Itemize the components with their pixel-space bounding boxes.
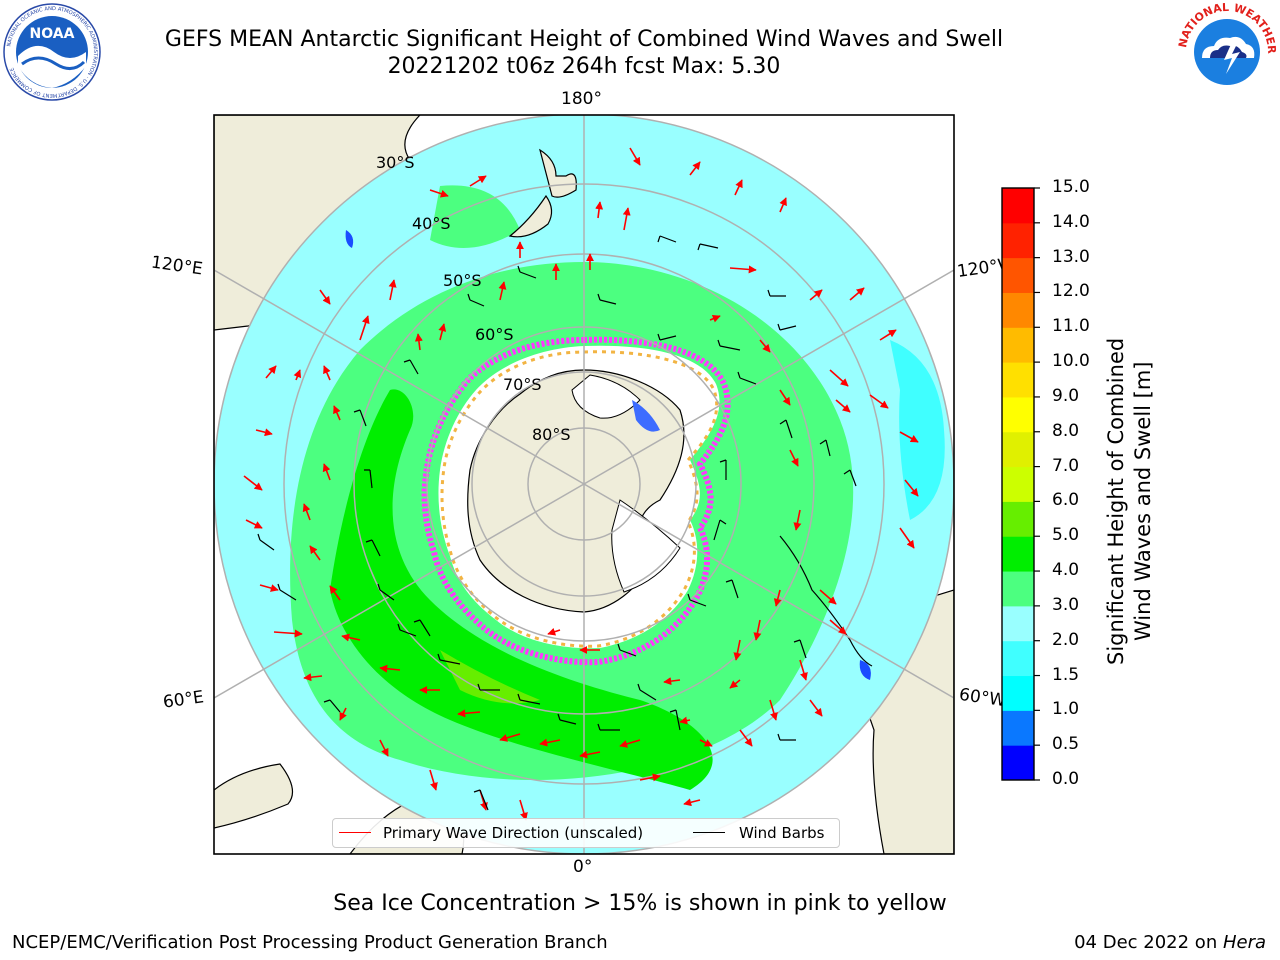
colorbar <box>1001 187 1040 781</box>
chart-title: GEFS MEAN Antarctic Significant Height o… <box>164 27 1004 52</box>
wave-direction-legend-line <box>339 832 371 833</box>
footer-credit: NCEP/EMC/Verification Post Processing Pr… <box>12 932 608 953</box>
colorbar-segment <box>1002 640 1034 677</box>
wave-direction-legend-label: Primary Wave Direction (unscaled) <box>383 824 644 842</box>
colorbar-tick-label: 9.0 <box>1052 385 1080 406</box>
colorbar-tick-label: 7.0 <box>1052 455 1080 476</box>
colorbar-tick-label: 11.0 <box>1052 316 1090 337</box>
colorbar-tick-label: 4.0 <box>1052 560 1080 581</box>
colorbar-tick-label: 10.0 <box>1052 351 1090 372</box>
colorbar-tick-label: 14.0 <box>1052 211 1090 232</box>
sea-ice-note: Sea Ice Concentration > 15% is shown in … <box>333 891 947 916</box>
colorbar-segment <box>1002 222 1034 259</box>
colorbar-tick-label: 6.0 <box>1052 490 1080 511</box>
colorbar-tick-label: 1.0 <box>1052 699 1080 720</box>
colorbar-tick-label: 15.0 <box>1052 177 1090 197</box>
wind-barbs <box>257 235 857 811</box>
noaa-logo-icon: NOAA NATIONAL OCEANIC AND ATMOSPHERIC AD… <box>3 3 101 101</box>
wind-barbs-legend-label: Wind Barbs <box>739 824 825 842</box>
colorbar-tick-label: 13.0 <box>1052 246 1090 267</box>
south-america <box>779 535 873 667</box>
colorbar-tick-label: 0.0 <box>1052 769 1080 789</box>
noaa-logo-text: NOAA <box>30 26 75 42</box>
footer-date: 04 Dec 2022 on Hera <box>1074 932 1266 953</box>
chart-subtitle: 20221202 t06z 264h fcst Max: 5.30 <box>387 54 781 79</box>
colorbar-segment <box>1002 327 1034 363</box>
colorbar-tick-label: 1.5 <box>1052 664 1080 685</box>
colorbar-tick-label: 8.0 <box>1052 420 1080 441</box>
colorbar-segment <box>1002 292 1034 328</box>
colorbar-segment <box>1002 466 1034 502</box>
map-legend: Primary Wave Direction (unscaled) Wind B… <box>332 818 840 848</box>
colorbar-segment <box>1002 710 1034 746</box>
hs-band-2m-east <box>890 340 945 520</box>
colorbar-tick-label: 3.0 <box>1052 594 1080 615</box>
colorbar-segment <box>1002 396 1034 433</box>
lon-label-0: 0° <box>573 857 593 877</box>
nws-logo-icon: NATIONAL WEATHER SERVICE <box>1176 2 1278 100</box>
colorbar-label-line2: Wind Waves and Swell [m] <box>1131 361 1155 641</box>
lon-label-180: 180° <box>561 89 602 109</box>
sea-ice-edge <box>421 336 731 666</box>
lat-label-70s: 70°S <box>503 375 542 394</box>
footer-date-text: 04 Dec 2022 on <box>1074 932 1223 953</box>
colorbar-tick-label: 0.5 <box>1052 734 1080 755</box>
map-frame <box>213 114 955 855</box>
lat-label-60s: 60°S <box>475 325 514 344</box>
lat-label-80s: 80°S <box>532 425 571 444</box>
colorbar-segment <box>1002 362 1034 398</box>
colorbar-label-line1: Significant Height of Combined <box>1104 337 1128 665</box>
wave-direction-arrows <box>243 147 919 821</box>
hs-band-5m <box>440 650 540 704</box>
colorbar-segment <box>1002 431 1034 468</box>
graticule <box>214 115 954 854</box>
colorbar-segment <box>1002 501 1034 537</box>
wind-barbs-legend-line <box>693 832 725 833</box>
colorbar-segment <box>1002 571 1034 607</box>
new-zealand <box>508 148 577 238</box>
colorbar-segment <box>1002 188 1034 224</box>
colorbar-tick-label: 12.0 <box>1052 281 1090 302</box>
hs-band-3m-north <box>430 185 520 248</box>
lat-label-50s: 50°S <box>443 271 482 290</box>
lat-label-30s: 30°S <box>376 153 415 172</box>
footer-host: Hera <box>1222 932 1266 953</box>
colorbar-tick-labels: 0.0 0.5 1.0 1.5 2.0 3.0 4.0 5.0 6.0 7.0 8.0 9.0 10.0… <box>1052 0 1112 960</box>
colorbar-segment <box>1002 605 1034 642</box>
colorbar-segment <box>1002 536 1034 572</box>
colorbar-segment <box>1002 745 1034 781</box>
colorbar-tick-label: 5.0 <box>1052 525 1080 546</box>
lat-label-40s: 40°S <box>412 214 451 233</box>
colorbar-tick-label: 2.0 <box>1052 629 1080 650</box>
colorbar-segment <box>1002 257 1034 293</box>
colorbar-segment <box>1002 675 1034 711</box>
